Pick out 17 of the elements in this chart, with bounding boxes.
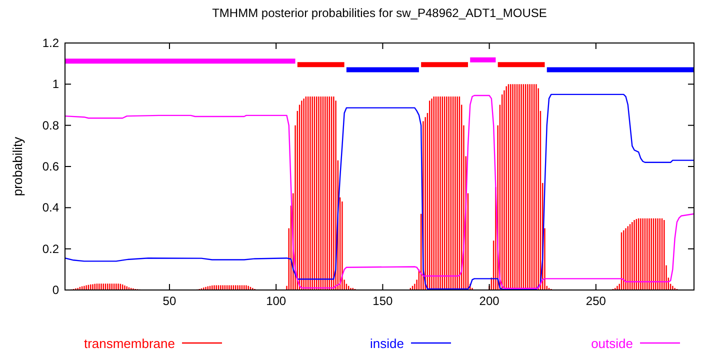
- x-tick-label: 250: [586, 294, 606, 308]
- y-tick-label: 0.4: [42, 200, 60, 215]
- y-tick-label: 0: [52, 283, 60, 297]
- x-tick-label: 100: [266, 294, 286, 308]
- legend-label: outside: [591, 336, 633, 350]
- y-tick-label: 0.6: [42, 160, 60, 174]
- x-tick-label: 50: [162, 294, 176, 308]
- legend-label: inside: [370, 336, 404, 350]
- y-tick-label: 1: [52, 77, 60, 92]
- y-tick-label: 1.2: [42, 36, 60, 50]
- x-tick-label: 150: [372, 294, 394, 308]
- x-tick-label: 200: [479, 294, 500, 308]
- y-axis-title: probability: [10, 136, 25, 196]
- y-tick-label: 0.2: [42, 242, 60, 256]
- y-tick-label: 0.8: [42, 118, 60, 132]
- chart-title: TMHMM posterior probabilities for sw_P48962_ADT1_MOUSE: [212, 6, 547, 20]
- legend-label: transmembrane: [84, 336, 175, 350]
